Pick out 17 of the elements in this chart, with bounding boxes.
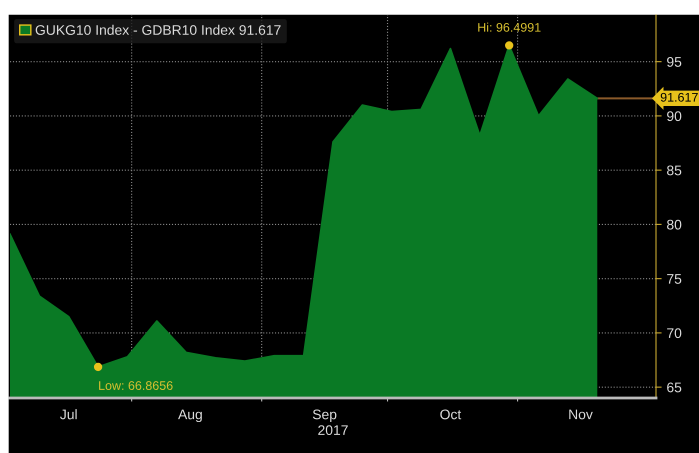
x-tick-label: Nov [569,410,593,420]
y-tick-label: 75 [667,274,682,284]
y-tick-label: 80 [667,220,682,230]
x-tick-label: Jul [60,409,77,420]
x-tick-label: Aug [178,410,202,422]
y-tick-label: 95 [667,56,682,67]
x-tick-label: Sep [312,409,336,422]
y-tick-label: 90 [667,111,682,122]
annotation: Low: 66.8656 [99,381,173,390]
legend-label: GUKG10 Index - GDBR10 Index 91.617 [36,24,281,35]
x-axis-title: 2017 [318,425,348,436]
y-tick-label: 65 [667,382,682,392]
x-tick-label: Oct [440,409,462,420]
y-tick-label: 70 [667,328,682,338]
annotation: Hi: 96.4991 [478,22,541,32]
y-tick-label: 85 [667,165,682,176]
ref-line-label: 91.617 [660,92,698,102]
